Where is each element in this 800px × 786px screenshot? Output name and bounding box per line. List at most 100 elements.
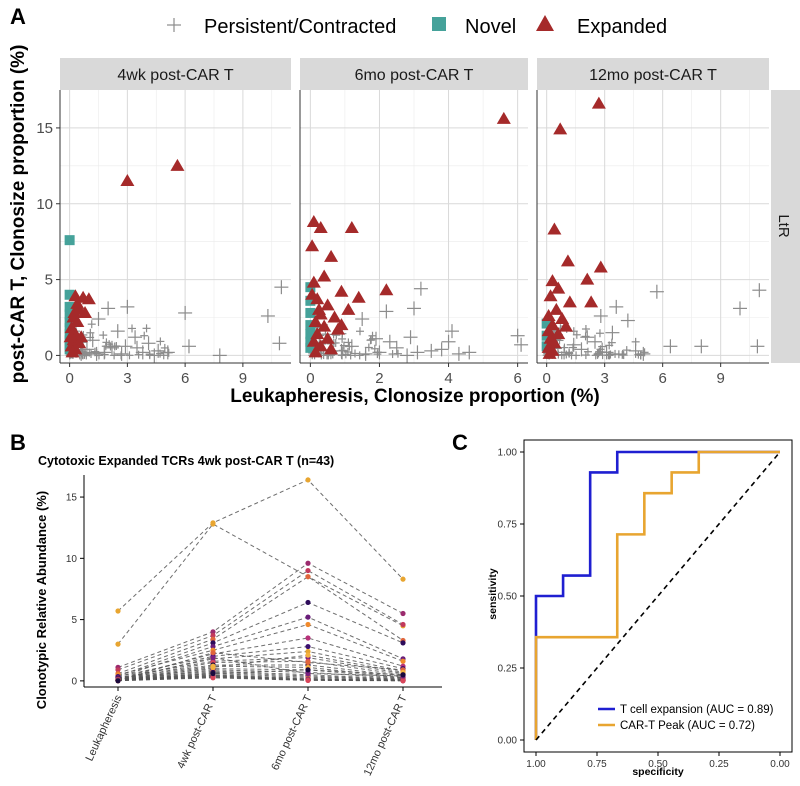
novel-point (64, 289, 75, 300)
expanded-point (324, 249, 339, 262)
b-point (210, 636, 216, 642)
b-series-line-13 (117, 664, 404, 679)
expanded-point (551, 281, 566, 294)
persistent-point (104, 340, 119, 355)
b-point (210, 643, 216, 650)
persistent-point (212, 348, 227, 363)
c-roc-curve-2 (535, 451, 781, 741)
expanded-point (334, 284, 349, 297)
persistent-point (382, 334, 397, 349)
expanded-point (496, 111, 511, 124)
b-series-line-6 (117, 616, 404, 678)
persistent-point (355, 327, 364, 336)
persistent-point (379, 304, 394, 319)
a-y-tick-label: 0 (45, 347, 53, 364)
persistent-point (343, 347, 352, 356)
b-point (305, 574, 311, 580)
b-point (400, 640, 406, 646)
b-point (305, 560, 311, 566)
b-point (305, 652, 311, 658)
panel-label-c: C (452, 430, 468, 455)
facet-strip-0 (60, 58, 291, 90)
expanded-point (320, 331, 335, 344)
b-y-tick-label: 10 (66, 554, 78, 565)
persistent-point (510, 328, 525, 343)
b-point (210, 654, 216, 661)
c-xlabel: specificity (632, 766, 684, 778)
b-point (305, 643, 311, 650)
b-y-tick-label: 5 (71, 615, 77, 626)
persistent-point (580, 330, 595, 345)
persistent-point (733, 301, 747, 316)
b-series-line-2 (117, 562, 404, 668)
legend-cross-icon (167, 18, 181, 32)
b-point (115, 667, 121, 673)
persistent-point (588, 334, 602, 349)
persistent-point (97, 345, 112, 360)
persistent-point (599, 345, 614, 360)
expanded-point (543, 289, 558, 302)
b-series-line-3 (117, 569, 404, 671)
facet-strip-1 (300, 58, 528, 90)
expanded-point (312, 302, 326, 315)
persistent-point (605, 341, 614, 350)
persistent-point (462, 345, 477, 360)
persistent-point (145, 350, 154, 359)
expanded-point (81, 292, 96, 305)
expanded-point (78, 305, 93, 318)
expanded-point (305, 239, 320, 252)
persistent-point (178, 305, 193, 320)
facet-1-x-tick-label: 4 (444, 370, 452, 387)
b-series-line-17 (117, 670, 404, 681)
expanded-point (553, 122, 568, 135)
b-point (305, 667, 311, 673)
persistent-point (125, 351, 134, 360)
b-series-line-4 (117, 576, 404, 674)
novel-point (541, 318, 552, 329)
persistent-point (101, 301, 116, 316)
expanded-point (63, 330, 78, 343)
persistent-point (128, 324, 137, 333)
persistent-point (595, 329, 604, 338)
b-series-line-18 (117, 671, 404, 681)
b-series-line-25 (117, 677, 404, 682)
persistent-point (640, 348, 649, 357)
facet-1-x-tick-label: 2 (375, 370, 383, 387)
persistent-point (694, 339, 709, 354)
b-series-line-10 (117, 650, 404, 680)
persistent-point (451, 346, 466, 361)
b-series-line-26 (117, 652, 404, 681)
persistent-point (110, 324, 125, 339)
b-point (305, 567, 311, 574)
novel-point (305, 307, 316, 318)
b-point (305, 670, 311, 677)
c-x-tick-label: 0.50 (648, 759, 668, 770)
panel-a-facets: 4wk post-CAR T 0 3 6 9 0 5 10 15 6mo post-CAR T 0 2… (36, 58, 769, 387)
persistent-point (128, 330, 143, 345)
persistent-point (91, 312, 106, 327)
expanded-point (559, 319, 573, 332)
novel-point (305, 329, 316, 340)
b-point (210, 675, 216, 681)
b-series-line-5 (117, 601, 404, 677)
b-series-line-1 (117, 523, 404, 645)
b-series-line-12 (117, 660, 404, 681)
persistent-point (272, 336, 287, 351)
persistent-point (565, 349, 574, 358)
b-point (210, 632, 216, 639)
panel-label-b: B (10, 430, 26, 455)
c-roc-curve-0 (534, 450, 780, 740)
expanded-point (308, 345, 323, 358)
persistent-point (120, 299, 135, 314)
persistent-point (393, 349, 402, 358)
expanded-point (70, 315, 85, 328)
c-legend-tcell-label: T cell expansion (AUC = 0.89) (620, 704, 774, 716)
facet-0-x-tick-label: 9 (239, 370, 247, 387)
persistent-point (366, 336, 375, 345)
expanded-point (580, 272, 595, 285)
expanded-point (545, 274, 560, 287)
b-series-line-27 (117, 657, 404, 681)
b-point (210, 521, 216, 527)
persistent-point (424, 343, 439, 358)
persistent-point (605, 325, 620, 340)
